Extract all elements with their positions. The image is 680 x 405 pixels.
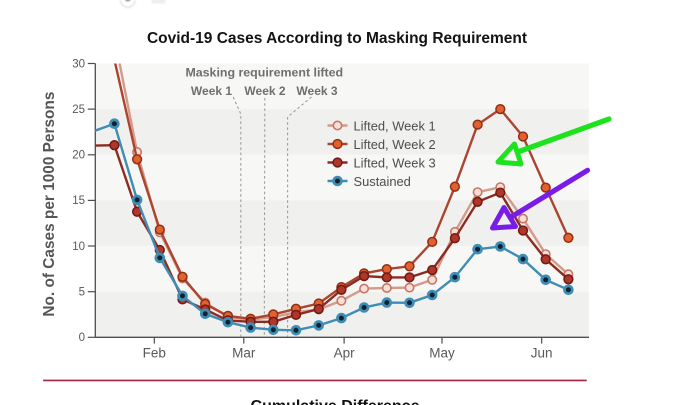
svg-text:Mar: Mar	[232, 346, 256, 361]
svg-text:Week 3: Week 3	[296, 84, 337, 98]
svg-text:Jun: Jun	[531, 346, 553, 361]
svg-text:30: 30	[72, 58, 85, 70]
svg-text:Week 1: Week 1	[191, 84, 232, 98]
svg-text:0: 0	[79, 332, 85, 344]
svg-text:15: 15	[72, 195, 85, 207]
svg-text:Covid-19 Cases According to Ma: Covid-19 Cases According to Masking Requ…	[147, 30, 527, 47]
svg-text:Cumulative Difference: Cumulative Difference	[251, 398, 420, 405]
svg-text:No. of Cases per 1000 Persons: No. of Cases per 1000 Persons	[41, 92, 58, 317]
svg-text:10: 10	[72, 241, 85, 253]
svg-text:Lifted, Week 3: Lifted, Week 3	[354, 155, 436, 170]
svg-text:Apr: Apr	[334, 346, 356, 361]
svg-text:20: 20	[72, 150, 85, 162]
svg-text:Lifted, Week 2: Lifted, Week 2	[354, 137, 436, 152]
svg-text:Feb: Feb	[143, 346, 166, 361]
svg-text:Lifted, Week 1: Lifted, Week 1	[354, 118, 436, 133]
svg-text:May: May	[429, 346, 455, 361]
svg-text:Sustained: Sustained	[354, 174, 411, 189]
svg-text:Masking requirement lifted: Masking requirement lifted	[185, 66, 343, 80]
svg-text:5: 5	[79, 287, 85, 299]
svg-text:Week 2: Week 2	[244, 84, 285, 98]
svg-text:25: 25	[72, 104, 85, 116]
